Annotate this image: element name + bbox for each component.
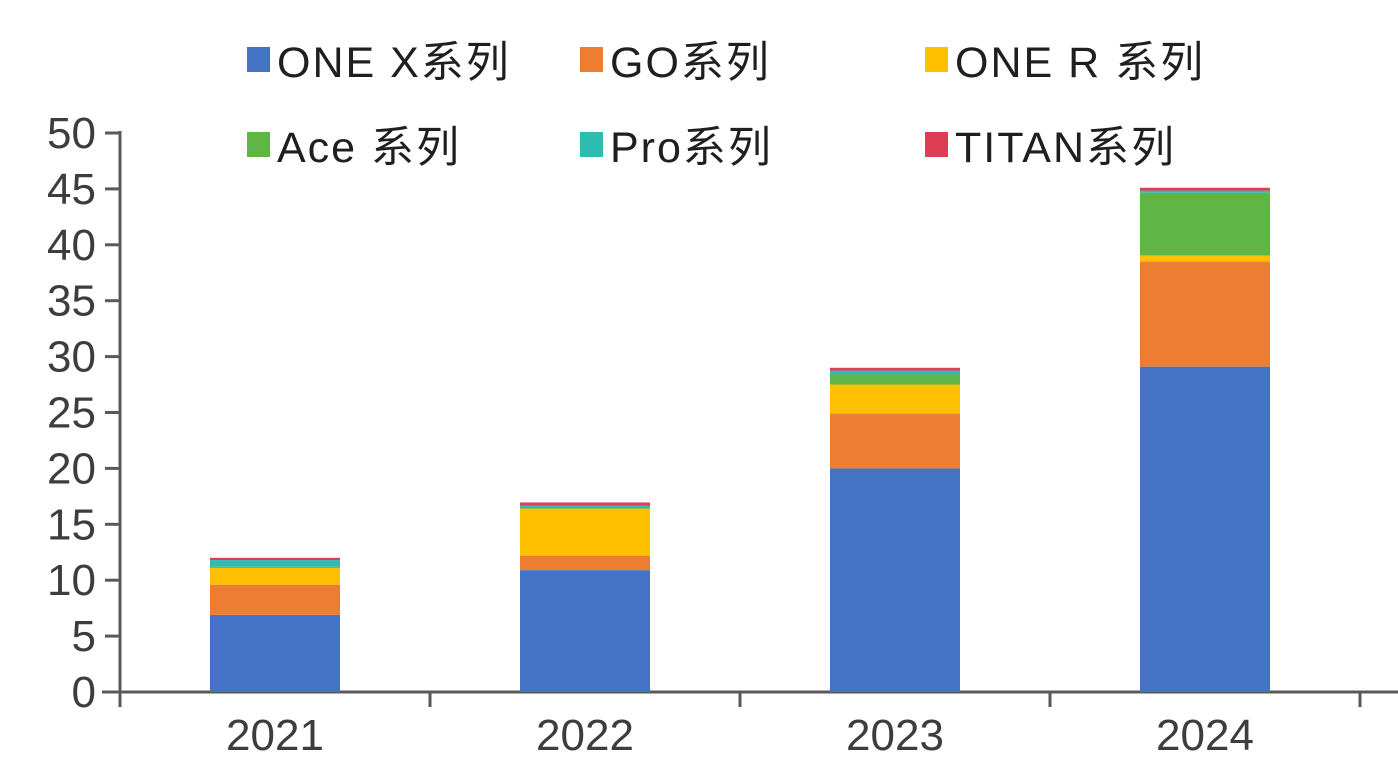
legend-swatch-icon xyxy=(247,46,270,72)
bar-segment-Pro系列-2022 xyxy=(520,505,650,507)
bar-segment-Ace 系列-2022 xyxy=(520,506,650,509)
legend-swatch-icon xyxy=(925,131,948,157)
bar-segment-ONE R 系列-2023 xyxy=(830,384,960,414)
y-tick-label: 0 xyxy=(72,668,96,717)
y-tick-label: 10 xyxy=(47,556,96,605)
bar-segment-GO系列-2024 xyxy=(1140,261,1270,367)
legend-label: TITAN系列 xyxy=(955,124,1177,172)
bar-segment-Ace 系列-2021 xyxy=(210,566,340,568)
bar-segment-TITAN系列-2021 xyxy=(210,557,340,561)
y-tick-label: 35 xyxy=(47,277,96,326)
bar-segment-GO系列-2021 xyxy=(210,584,340,615)
bar-segment-Pro系列-2021 xyxy=(210,560,340,567)
legend-item-1: GO系列 xyxy=(580,36,771,87)
bar-segment-TITAN系列-2022 xyxy=(520,502,650,506)
bar-segment-ONE X系列-2024 xyxy=(1140,366,1270,692)
legend-item-3: Ace 系列 xyxy=(247,121,461,172)
x-category-label: 2024 xyxy=(1156,711,1254,760)
y-tick-label: 50 xyxy=(47,109,96,158)
bar-segment-ONE X系列-2023 xyxy=(830,468,960,692)
y-tick-label: 5 xyxy=(72,612,96,661)
bar-segment-Pro系列-2024 xyxy=(1140,190,1270,193)
chart-legend: ONE X系列 GO系列 ONE R 系列 Ace 系列 Pro系列 TITAN系列 xyxy=(0,0,1398,180)
y-tick-label: 40 xyxy=(47,221,96,270)
x-category-label: 2021 xyxy=(226,711,324,760)
bar-segment-ONE R 系列-2022 xyxy=(520,508,650,556)
x-category-label: 2022 xyxy=(536,711,634,760)
legend-label: ONE R 系列 xyxy=(955,39,1206,87)
legend-label: GO系列 xyxy=(610,39,771,87)
bar-segment-GO系列-2022 xyxy=(520,555,650,571)
legend-label: Pro系列 xyxy=(610,124,773,172)
legend-swatch-icon xyxy=(580,46,603,72)
bar-segment-Pro系列-2023 xyxy=(830,370,960,375)
bar-segment-ONE X系列-2021 xyxy=(210,614,340,692)
bar-segment-TITAN系列-2023 xyxy=(830,367,960,371)
bar-segment-TITAN系列-2024 xyxy=(1140,187,1270,191)
y-tick-label: 25 xyxy=(47,389,96,438)
legend-label: ONE X系列 xyxy=(277,39,511,87)
legend-swatch-icon xyxy=(247,131,270,157)
legend-item-4: Pro系列 xyxy=(580,121,773,172)
x-category-label: 2023 xyxy=(846,711,944,760)
y-tick-label: 20 xyxy=(47,444,96,493)
y-tick-label: 30 xyxy=(47,333,96,382)
legend-label: Ace 系列 xyxy=(277,124,462,172)
bar-segment-ONE R 系列-2024 xyxy=(1140,255,1270,262)
y-tick-label: 45 xyxy=(47,165,96,214)
bar-segment-ONE R 系列-2021 xyxy=(210,567,340,585)
bar-segment-Ace 系列-2024 xyxy=(1140,192,1270,256)
bar-segment-GO系列-2023 xyxy=(830,413,960,469)
legend-swatch-icon xyxy=(925,46,948,72)
legend-item-0: ONE X系列 xyxy=(247,36,511,87)
y-tick-label: 15 xyxy=(47,500,96,549)
bar-segment-ONE X系列-2022 xyxy=(520,570,650,692)
bar-segment-Ace 系列-2023 xyxy=(830,374,960,385)
legend-item-5: TITAN系列 xyxy=(925,121,1176,172)
legend-item-2: ONE R 系列 xyxy=(925,36,1205,87)
legend-swatch-icon xyxy=(580,131,603,157)
